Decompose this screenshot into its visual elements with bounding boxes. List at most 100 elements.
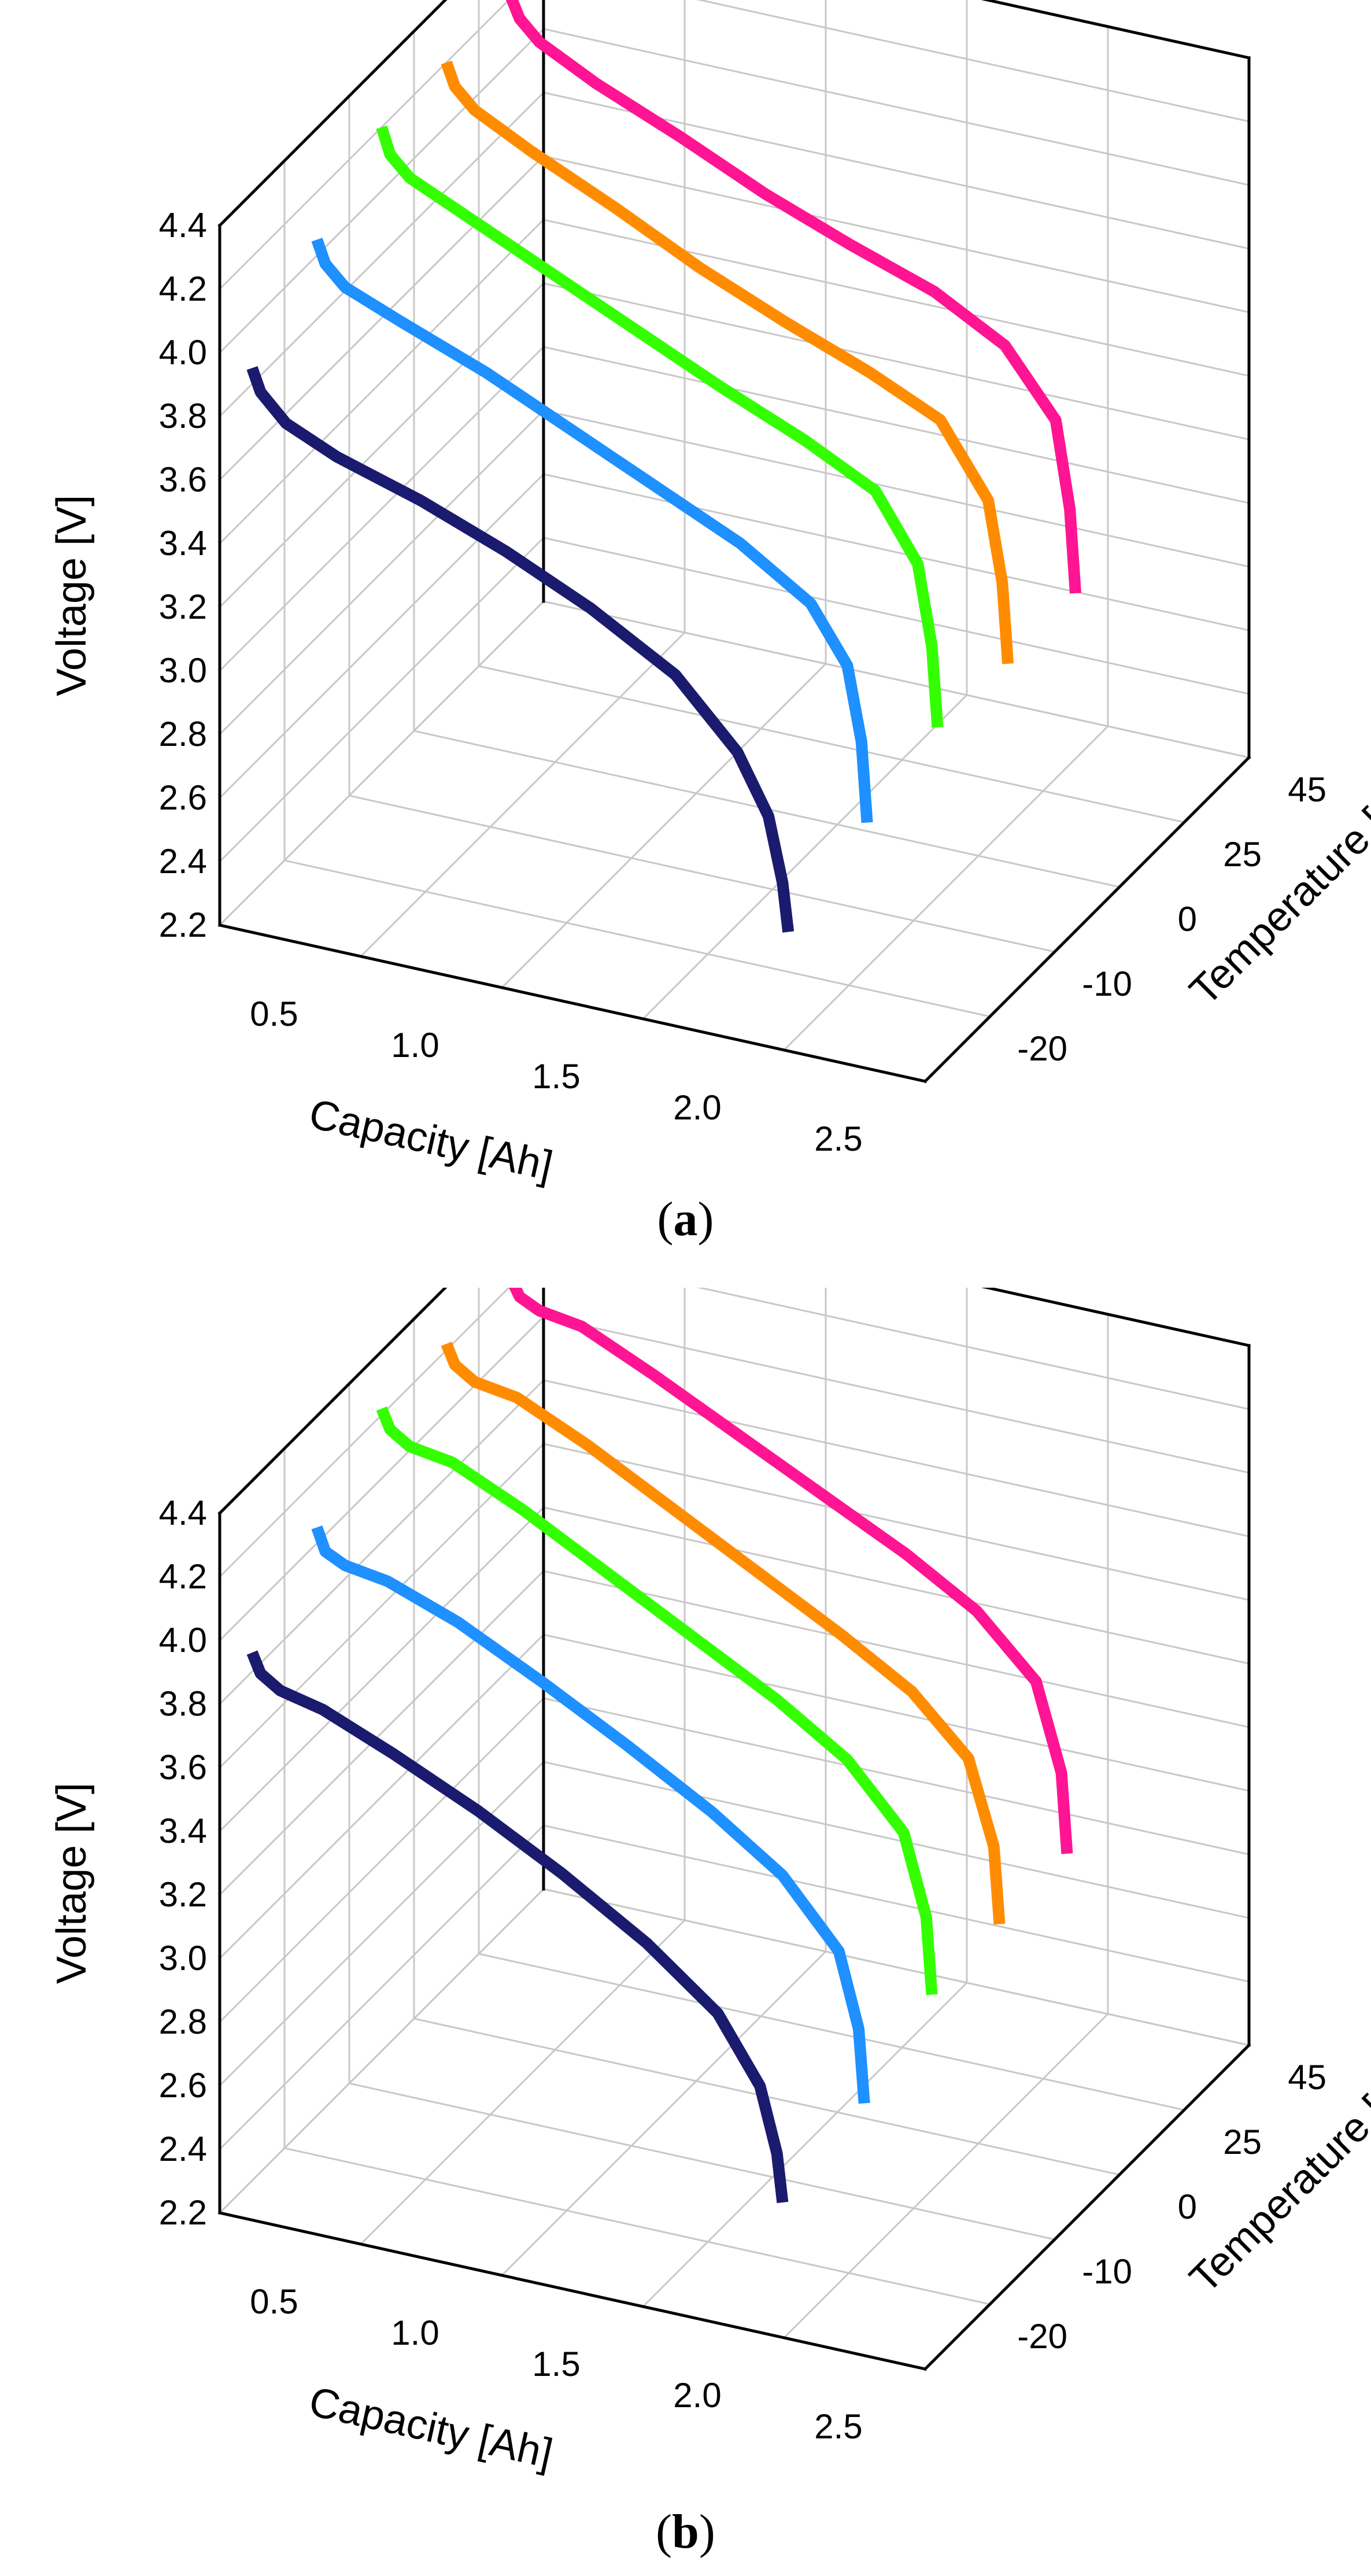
gridline-backwall-z xyxy=(543,1570,1250,1728)
gridline-floor-x xyxy=(783,2013,1109,2339)
z-tick-label: 2.2 xyxy=(159,2193,207,2232)
gridline-leftwall-z xyxy=(219,409,545,736)
gridline-backwall-z xyxy=(543,1824,1250,1983)
z-axis-title: Voltage [V] xyxy=(49,495,95,696)
gridline-floor-x xyxy=(501,1950,827,2276)
t-tick-label: 0 xyxy=(1178,2187,1197,2226)
series-line-m10 xyxy=(311,1525,870,2104)
gridline-backwall-z xyxy=(543,1761,1250,1919)
gridline-floor-x xyxy=(360,631,686,958)
z-tick-label: 3.4 xyxy=(159,524,207,563)
gridline-backwall-z xyxy=(543,473,1250,631)
caption-a-label: a xyxy=(673,1192,698,1246)
chart-panel-a: 2.2 2.4 2.6 2.8 3.0 3.2 3.4 3.6 3.8 4.0 4.2 4.4 0.5 1… xyxy=(0,0,1371,1237)
t-tick-label: -20 xyxy=(1017,1029,1067,1068)
z-tick-label: 2.4 xyxy=(159,842,207,881)
series-line-45 xyxy=(505,0,1081,594)
series-line-m10 xyxy=(311,238,873,823)
gridline-backwall-z xyxy=(696,0,1250,123)
z-tick-label: 4.0 xyxy=(159,333,207,372)
gridline-backwall-z xyxy=(543,409,1250,568)
series-line-0 xyxy=(376,125,944,728)
gridline-floor-x xyxy=(501,663,827,989)
t-tick-label: 45 xyxy=(1288,2058,1326,2097)
gridline-leftwall-z xyxy=(219,1379,545,1705)
gridline-leftwall-z xyxy=(219,1824,545,2150)
series-line-m20 xyxy=(246,366,794,933)
x-tick-label: 2.0 xyxy=(673,2376,721,2415)
top-back-edge xyxy=(981,1288,1251,1347)
gridline-floor-t xyxy=(284,2147,991,2305)
gridline-leftwall-z xyxy=(219,1506,545,1832)
series-line-25 xyxy=(441,1341,1006,1925)
chart-b-svg: 2.2 2.4 2.6 2.8 3.0 3.2 3.4 3.6 3.8 4.0 4.2 4.4 0.5 1… xyxy=(49,1288,1371,2477)
top-left-edge xyxy=(217,1288,448,1516)
x-tick-label: 1.5 xyxy=(532,2345,580,2383)
z-tick-label: 3.4 xyxy=(159,1812,207,1850)
z-tick-label: 4.2 xyxy=(159,1557,207,1596)
gridline-floor-t xyxy=(478,665,1185,823)
t-tick-label: -10 xyxy=(1082,2252,1132,2291)
top-back-edge xyxy=(981,0,1251,60)
z-tick-label: 3.8 xyxy=(159,1684,207,1723)
z-tick-label: 3.0 xyxy=(159,1939,207,1978)
gridline-leftwall-z xyxy=(219,473,545,799)
t-axis-line xyxy=(923,2043,1251,2371)
gridline-leftwall-z xyxy=(219,1570,545,1896)
gridline-floor-x xyxy=(783,725,1109,1051)
gridline-backwall-z xyxy=(543,282,1250,441)
x-axis-line xyxy=(218,923,927,1083)
x-tick-label: 2.0 xyxy=(673,1088,721,1127)
top-left-edge xyxy=(217,0,448,228)
gridline-backwall-z xyxy=(543,1697,1250,1856)
chart-a-svg: 2.2 2.4 2.6 2.8 3.0 3.2 3.4 3.6 3.8 4.0 4.2 4.4 0.5 1… xyxy=(49,0,1371,1189)
z-tick-label: 2.6 xyxy=(159,778,207,817)
z-axis-title: Voltage [V] xyxy=(49,1783,95,1984)
z-tick-label: 3.2 xyxy=(159,587,207,626)
z-tick-label: 2.4 xyxy=(159,2130,207,2168)
series-line-0 xyxy=(376,1406,938,1995)
gridline-floor-x xyxy=(360,1919,686,2245)
gridline-floor-x xyxy=(219,600,545,926)
z-tick-label: 4.2 xyxy=(159,269,207,308)
chart-panel-b: 2.2 2.4 2.6 2.8 3.0 3.2 3.4 3.6 3.8 4.0 4.2 4.4 0.5 1… xyxy=(0,1288,1371,2525)
axis-box xyxy=(217,0,1251,1084)
gridline-leftwall-z xyxy=(219,282,545,608)
gridline-backwall-z xyxy=(543,28,1250,186)
t-tick-label: -10 xyxy=(1082,964,1132,1003)
x-tick-label: 2.5 xyxy=(814,2407,862,2446)
caption-a: (a) xyxy=(657,1192,714,1246)
gridline-backwall-z xyxy=(543,1506,1250,1665)
x-axis-title: Capacity [Ah] xyxy=(305,1091,557,1189)
gridline-leftwall-z xyxy=(219,155,545,481)
t-tick-label: 45 xyxy=(1288,770,1326,809)
gridline-floor-x xyxy=(219,1888,545,2214)
gridline-backwall-z xyxy=(984,1288,1250,1347)
gridline-leftwall-z xyxy=(219,1697,545,2023)
x-tick-label: 0.5 xyxy=(250,2282,298,2321)
z-tick-label: 3.6 xyxy=(159,1748,207,1787)
z-tick-label: 2.2 xyxy=(159,906,207,944)
caption-b-label: b xyxy=(672,2505,699,2559)
x-tick-label: 0.5 xyxy=(250,995,298,1033)
t-axis-title: Temperature [C] xyxy=(1181,770,1371,1014)
gridline-backwall-z xyxy=(543,1379,1250,1538)
z-tick-label: 2.8 xyxy=(159,2002,207,2041)
z-tick-label: 2.6 xyxy=(159,2066,207,2105)
gridline-backwall-z xyxy=(543,537,1250,695)
t-tick-label: 25 xyxy=(1223,2123,1262,2161)
gridline-leftwall-z xyxy=(219,1633,545,1960)
gridline-leftwall-z xyxy=(219,1443,545,1769)
gridline-leftwall-z xyxy=(219,28,545,354)
x-tick-label: 1.0 xyxy=(391,1026,439,1065)
gridline-floor-x xyxy=(642,1982,968,2308)
axis-box xyxy=(217,1288,1251,2371)
gridline-backwall-z xyxy=(543,219,1250,377)
z-tick-label: 3.8 xyxy=(159,397,207,435)
x-axis-line xyxy=(218,2211,927,2371)
gridline-floor-x xyxy=(642,694,968,1020)
gridline-leftwall-z xyxy=(219,1315,545,1642)
gridline-backwall-z xyxy=(543,1443,1250,1601)
gridline-floor-t xyxy=(349,794,1055,953)
gridline-backwall-z xyxy=(543,346,1250,504)
